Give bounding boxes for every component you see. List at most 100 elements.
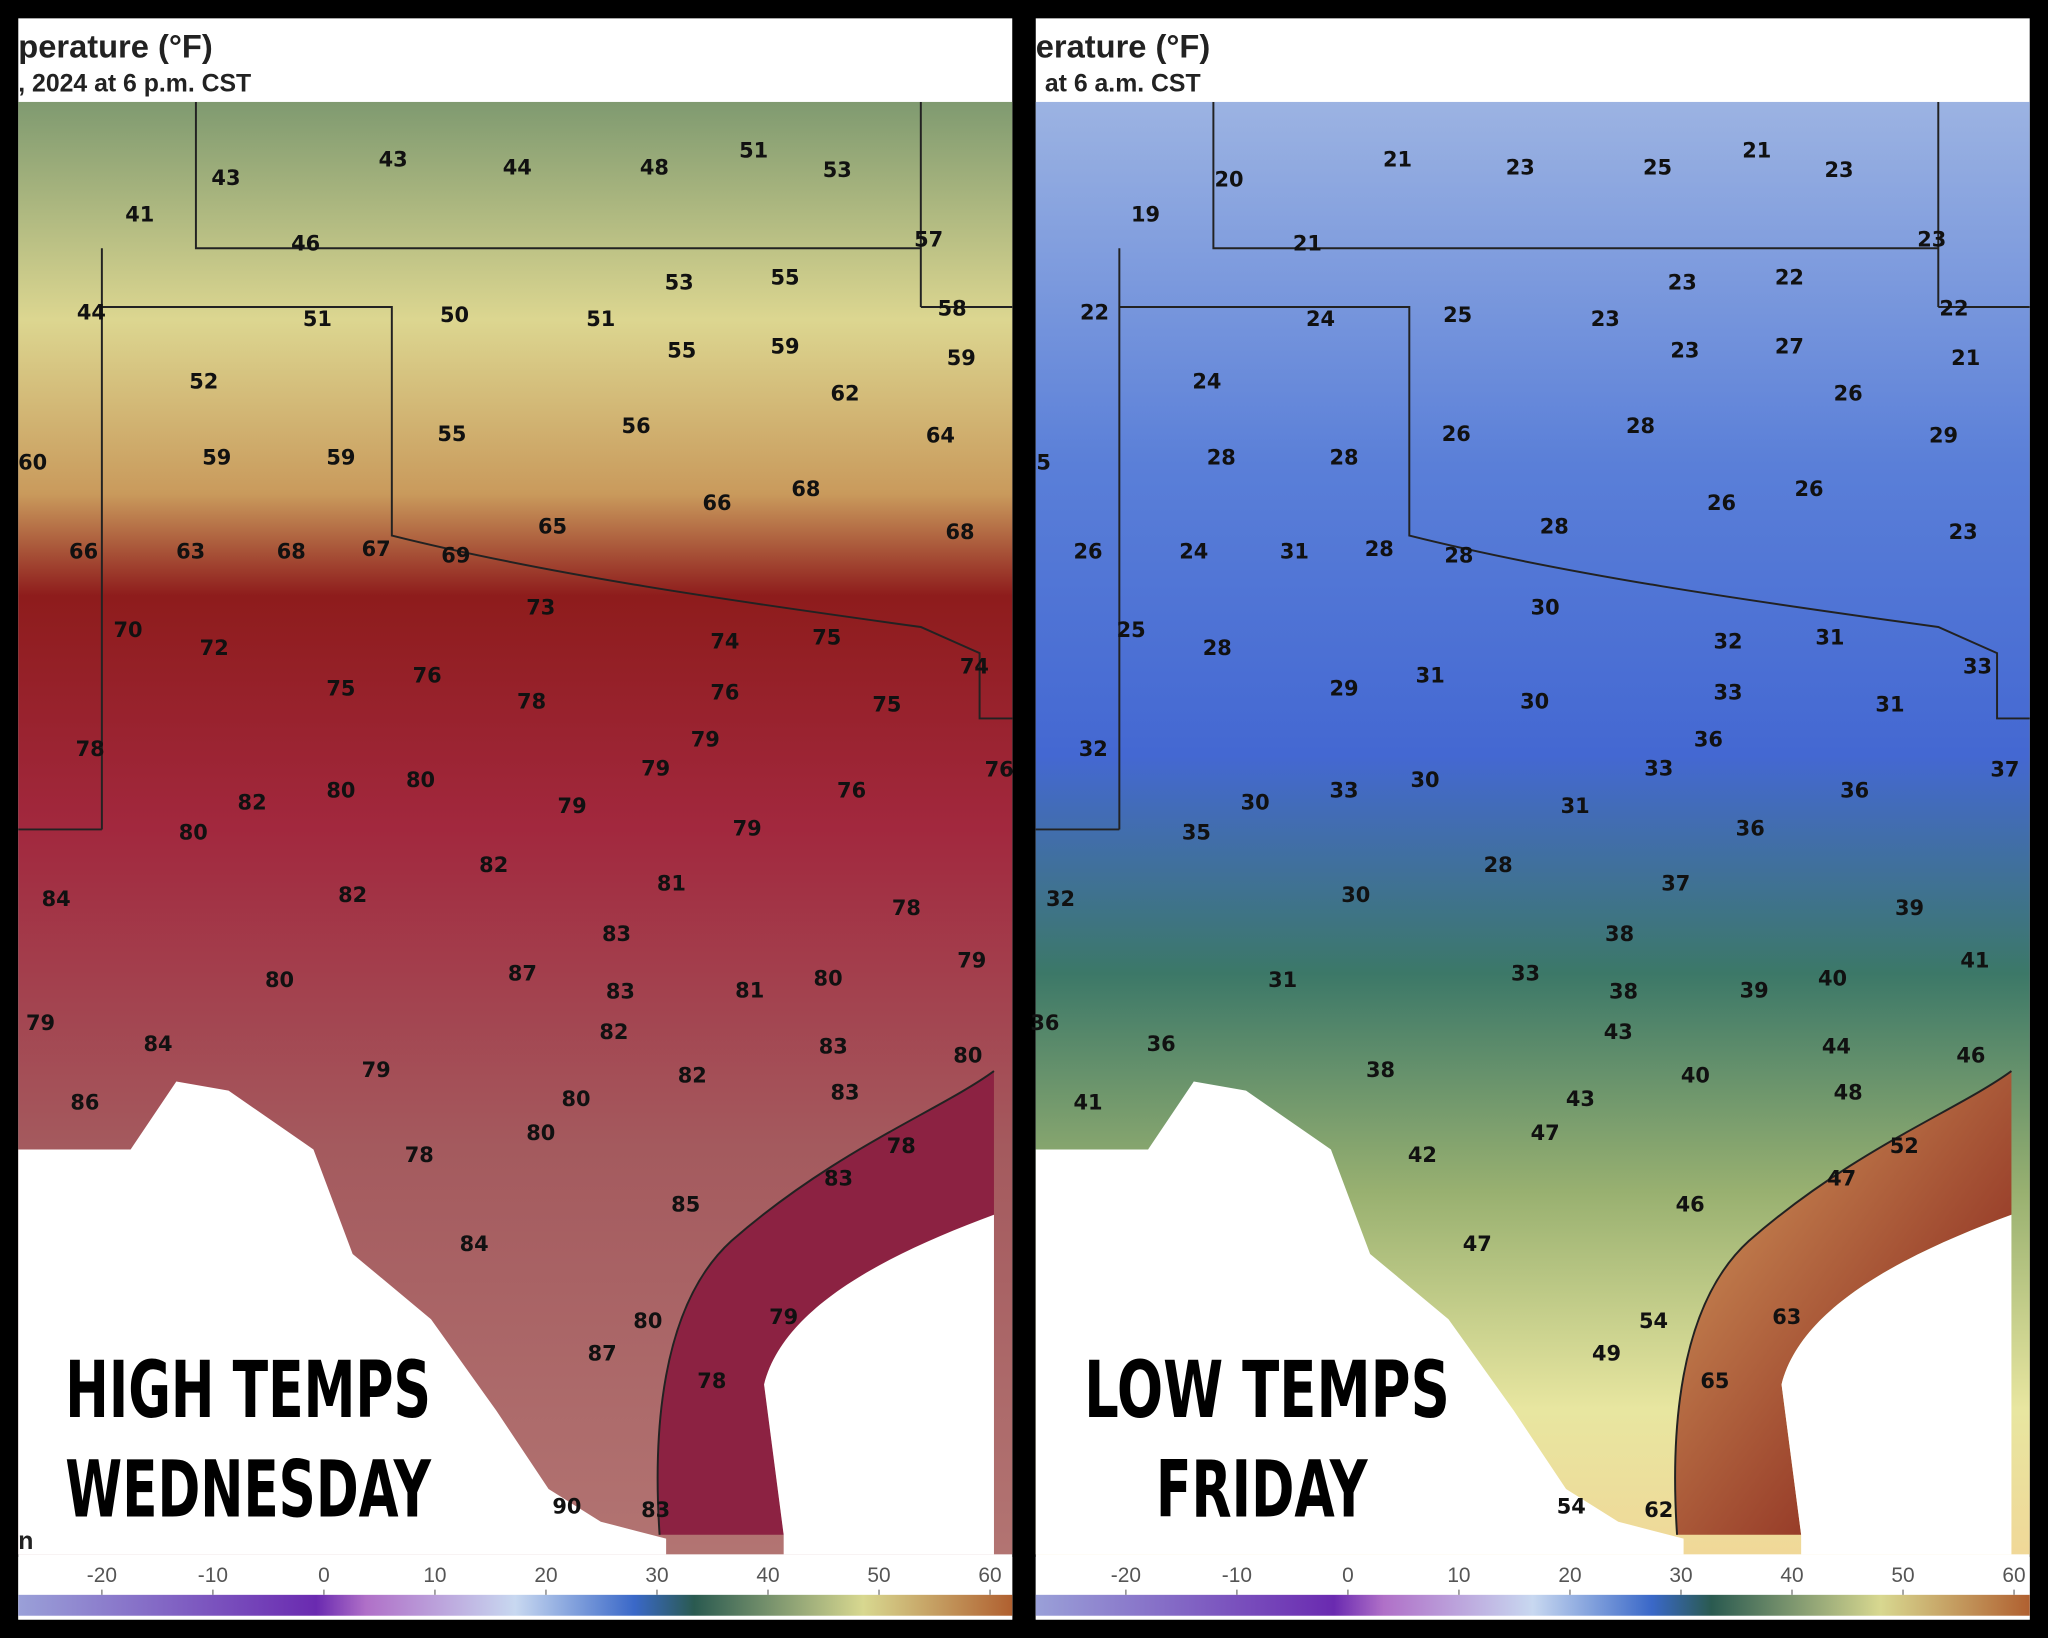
- temperature-label: 74: [960, 654, 989, 678]
- temperature-label: 43: [379, 148, 408, 172]
- temperature-label: 23: [1917, 227, 1946, 251]
- temperature-label: 47: [1827, 1166, 1856, 1190]
- colorbar: [1035, 1594, 2030, 1616]
- temperature-label: 80: [561, 1087, 590, 1111]
- gulf-water: [657, 1071, 994, 1535]
- temperature-label: 50: [440, 303, 469, 327]
- temperature-label: 63: [1772, 1305, 1801, 1329]
- temperature-label: 25: [1643, 156, 1672, 180]
- temperature-label: 82: [599, 1020, 628, 1044]
- temperature-label: 80: [953, 1044, 982, 1068]
- temperature-label: 80: [265, 968, 294, 992]
- no-data-sea: [1781, 1214, 2012, 1555]
- temperature-label: 55: [437, 422, 466, 446]
- temperature-label: 38: [1605, 922, 1634, 946]
- temperature-label: 80: [633, 1309, 662, 1333]
- temperature-label: 41: [1960, 948, 1989, 972]
- temperature-label: 87: [588, 1342, 617, 1366]
- temperature-label: 37: [1661, 871, 1690, 895]
- colorbar-tick-label: -10: [1222, 1564, 1252, 1587]
- temperature-label: 80: [179, 820, 208, 844]
- colorbar-tick-label: 10: [423, 1564, 446, 1587]
- temperature-label: 22: [1775, 265, 1804, 289]
- temperature-label: 20: [1215, 167, 1244, 191]
- temperature-label: 78: [892, 896, 921, 920]
- temperature-label: 69: [441, 543, 470, 567]
- temperature-label: 31: [1875, 692, 1904, 716]
- temperature-label: 56: [622, 414, 651, 438]
- temperature-label: 23: [1668, 270, 1697, 294]
- temperature-label: 83: [641, 1498, 670, 1522]
- temperature-label: 84: [460, 1232, 489, 1256]
- temperature-label: 87: [508, 961, 537, 985]
- temperature-label: 81: [735, 978, 764, 1002]
- temperature-label: 79: [957, 948, 986, 972]
- temperature-label: 80: [326, 779, 355, 803]
- temperature-label: 36: [1840, 779, 1869, 803]
- temperature-label: 79: [26, 1011, 55, 1035]
- mexico-no-data: [1035, 1081, 1684, 1555]
- temperature-label: 40: [1818, 967, 1847, 991]
- temperature-label: 60: [18, 451, 47, 475]
- temperature-label: 24: [1179, 540, 1208, 564]
- no-data-sea: [764, 1214, 994, 1555]
- temperature-label: 68: [791, 477, 820, 501]
- temperature-label: 52: [189, 370, 218, 394]
- temperature-label: 25: [1443, 303, 1472, 327]
- temperature-label: 31: [1815, 626, 1844, 650]
- temperature-label: 43: [211, 166, 240, 190]
- temperature-label: 32: [1046, 887, 1075, 911]
- state-borders: [18, 101, 1013, 1535]
- temperature-label: 28: [1484, 853, 1513, 877]
- temperature-label: 44: [77, 301, 106, 325]
- temperature-label: 47: [1463, 1232, 1492, 1256]
- temperature-label: 76: [413, 664, 442, 688]
- temperature-label: 23: [1506, 156, 1535, 180]
- temperature-label: 37: [1990, 758, 2019, 782]
- temperature-label: 41: [1073, 1091, 1102, 1115]
- temperature-label: 70: [113, 618, 142, 642]
- temperature-label: 28: [1329, 446, 1358, 470]
- temperature-label: 40: [1681, 1063, 1710, 1087]
- temperature-label: 57: [914, 227, 943, 251]
- temperature-label: 36: [1030, 1011, 1059, 1035]
- temperature-label: 76: [710, 681, 739, 705]
- temperature-label: 64: [926, 423, 955, 447]
- colorbar-tick-label: 30: [1669, 1564, 1692, 1587]
- temperature-label: 66: [69, 540, 98, 564]
- colorbar-tick-label: 50: [1891, 1564, 1914, 1587]
- caption-line: FRIDAY: [1156, 1444, 1368, 1535]
- caption-line: HIGH TEMPS: [65, 1345, 431, 1436]
- temperature-label: 33: [1713, 681, 1742, 705]
- map-title: perature (°F): [18, 28, 212, 65]
- temperature-label: 74: [710, 630, 739, 654]
- temperature-label: 90: [552, 1494, 581, 1518]
- temperature-label: 83: [602, 922, 631, 946]
- temperature-label: 81: [657, 871, 686, 895]
- temperature-label: 5: [1036, 451, 1051, 475]
- temperature-label: 78: [517, 690, 546, 714]
- temperature-label: 24: [1192, 370, 1221, 394]
- temperature-label: 46: [291, 231, 320, 255]
- temperature-label: 78: [405, 1143, 434, 1167]
- temperature-label: 28: [1444, 543, 1473, 567]
- panels: perature (°F) , 2024 at 6 p.m. CST n 43 43 44…: [18, 18, 2030, 1620]
- temperature-label: 31: [1268, 968, 1297, 992]
- colorbar-tick-label: 60: [2002, 1564, 2025, 1587]
- temperature-label: 23: [1670, 338, 1699, 362]
- temperature-label: 48: [1834, 1080, 1863, 1104]
- temperature-label: 85: [671, 1193, 700, 1217]
- temperature-label: 36: [1147, 1032, 1176, 1056]
- temperature-label: 79: [691, 728, 720, 752]
- colorbar-tick-label: -20: [1111, 1564, 1141, 1587]
- colorbar-tick-label: 60: [978, 1564, 1001, 1587]
- temperature-label: 58: [938, 297, 967, 321]
- temperature-label: 30: [1531, 596, 1560, 620]
- temperature-label: 67: [362, 537, 391, 561]
- temperature-label: 84: [144, 1032, 173, 1056]
- temperature-label: 33: [1644, 756, 1673, 780]
- temperature-label: 79: [558, 794, 587, 818]
- temperature-label: 51: [739, 139, 768, 163]
- temperature-label: 32: [1713, 630, 1742, 654]
- temperature-label: 23: [1824, 158, 1853, 182]
